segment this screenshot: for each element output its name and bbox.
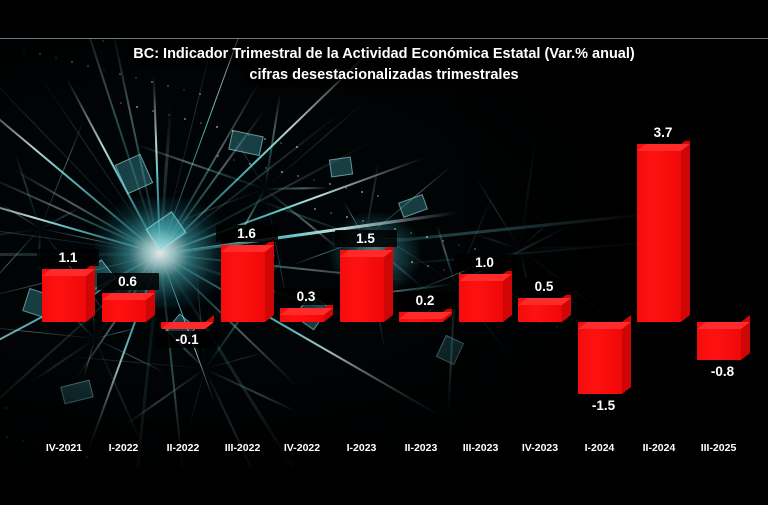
bar (518, 290, 571, 322)
bar-top-face (339, 250, 393, 257)
bar (696, 314, 750, 361)
bar-front-face (220, 245, 265, 322)
bar-value-label: 1.0 (453, 254, 516, 271)
chart-title: BC: Indicador Trimestral de la Actividad… (0, 44, 768, 86)
bar (161, 314, 214, 329)
bar-top-face (42, 269, 95, 277)
bar-top-face (280, 307, 333, 315)
bar-top-face (518, 298, 571, 305)
chart-title-line-1: BC: Indicador Trimestral de la Actividad… (133, 46, 635, 62)
bottom-letterbox (0, 468, 768, 505)
x-axis-label: IV-2022 (283, 442, 321, 454)
bar-top-face (101, 293, 155, 301)
bar-side-face (145, 286, 155, 322)
x-axis-label: IV-2021 (45, 442, 83, 454)
bar-front-face (458, 274, 503, 322)
x-axis-label: III-2025 (700, 442, 737, 454)
bar-value-label: -0.1 (156, 331, 218, 348)
bar-top-face (161, 322, 214, 329)
bar-value-label: -0.8 (691, 363, 754, 381)
bar-side-face (681, 137, 690, 322)
bar-value-label: 0.2 (394, 292, 456, 310)
bar (458, 266, 512, 322)
x-axis-label: II-2022 (166, 442, 200, 454)
bar-front-face (42, 269, 86, 322)
bar (220, 238, 274, 322)
x-axis-label: III-2022 (224, 442, 261, 454)
x-axis-label: I-2022 (108, 442, 139, 454)
chart-title-line-2: cifras desestacionalizadas trimestrales (249, 67, 519, 83)
bar-top-face (458, 274, 512, 281)
bar-value-label: 0.6 (96, 273, 159, 291)
bar (577, 314, 631, 394)
x-axis-label: II-2023 (404, 442, 438, 454)
bar-value-label: 0.5 (513, 278, 575, 295)
bar-top-face (220, 245, 274, 253)
bar-front-face (339, 250, 384, 322)
bar (101, 286, 155, 322)
x-axis-category-labels: IV-2021 I-2022 II-2022 III-2022 IV-2022 I-202… (0, 441, 768, 461)
bar-side-face (562, 290, 571, 322)
bar-value-label: 3.7 (632, 124, 694, 142)
x-axis-label: I-2024 (584, 442, 615, 454)
bar-value-label: 0.3 (275, 287, 337, 305)
bar-value-label: 1.6 (215, 225, 278, 243)
bar-value-label: 1.1 (37, 249, 99, 267)
bar (399, 305, 452, 322)
bar-value-label: -1.5 (572, 397, 635, 414)
x-axis-label: III-2023 (462, 442, 499, 454)
bar (637, 137, 690, 322)
bar (280, 300, 333, 322)
bar-top-face (577, 322, 631, 329)
x-axis-label: II-2024 (642, 442, 676, 454)
bar-front-face (577, 322, 622, 394)
x-axis-label: I-2023 (346, 442, 377, 454)
bar (339, 242, 393, 322)
bar-front-face (637, 144, 681, 322)
bar-top-face (696, 322, 750, 329)
bar-value-label: 1.5 (334, 230, 397, 247)
bar (42, 262, 95, 322)
top-divider-line (0, 38, 768, 39)
x-axis-label: IV-2023 (521, 442, 559, 454)
